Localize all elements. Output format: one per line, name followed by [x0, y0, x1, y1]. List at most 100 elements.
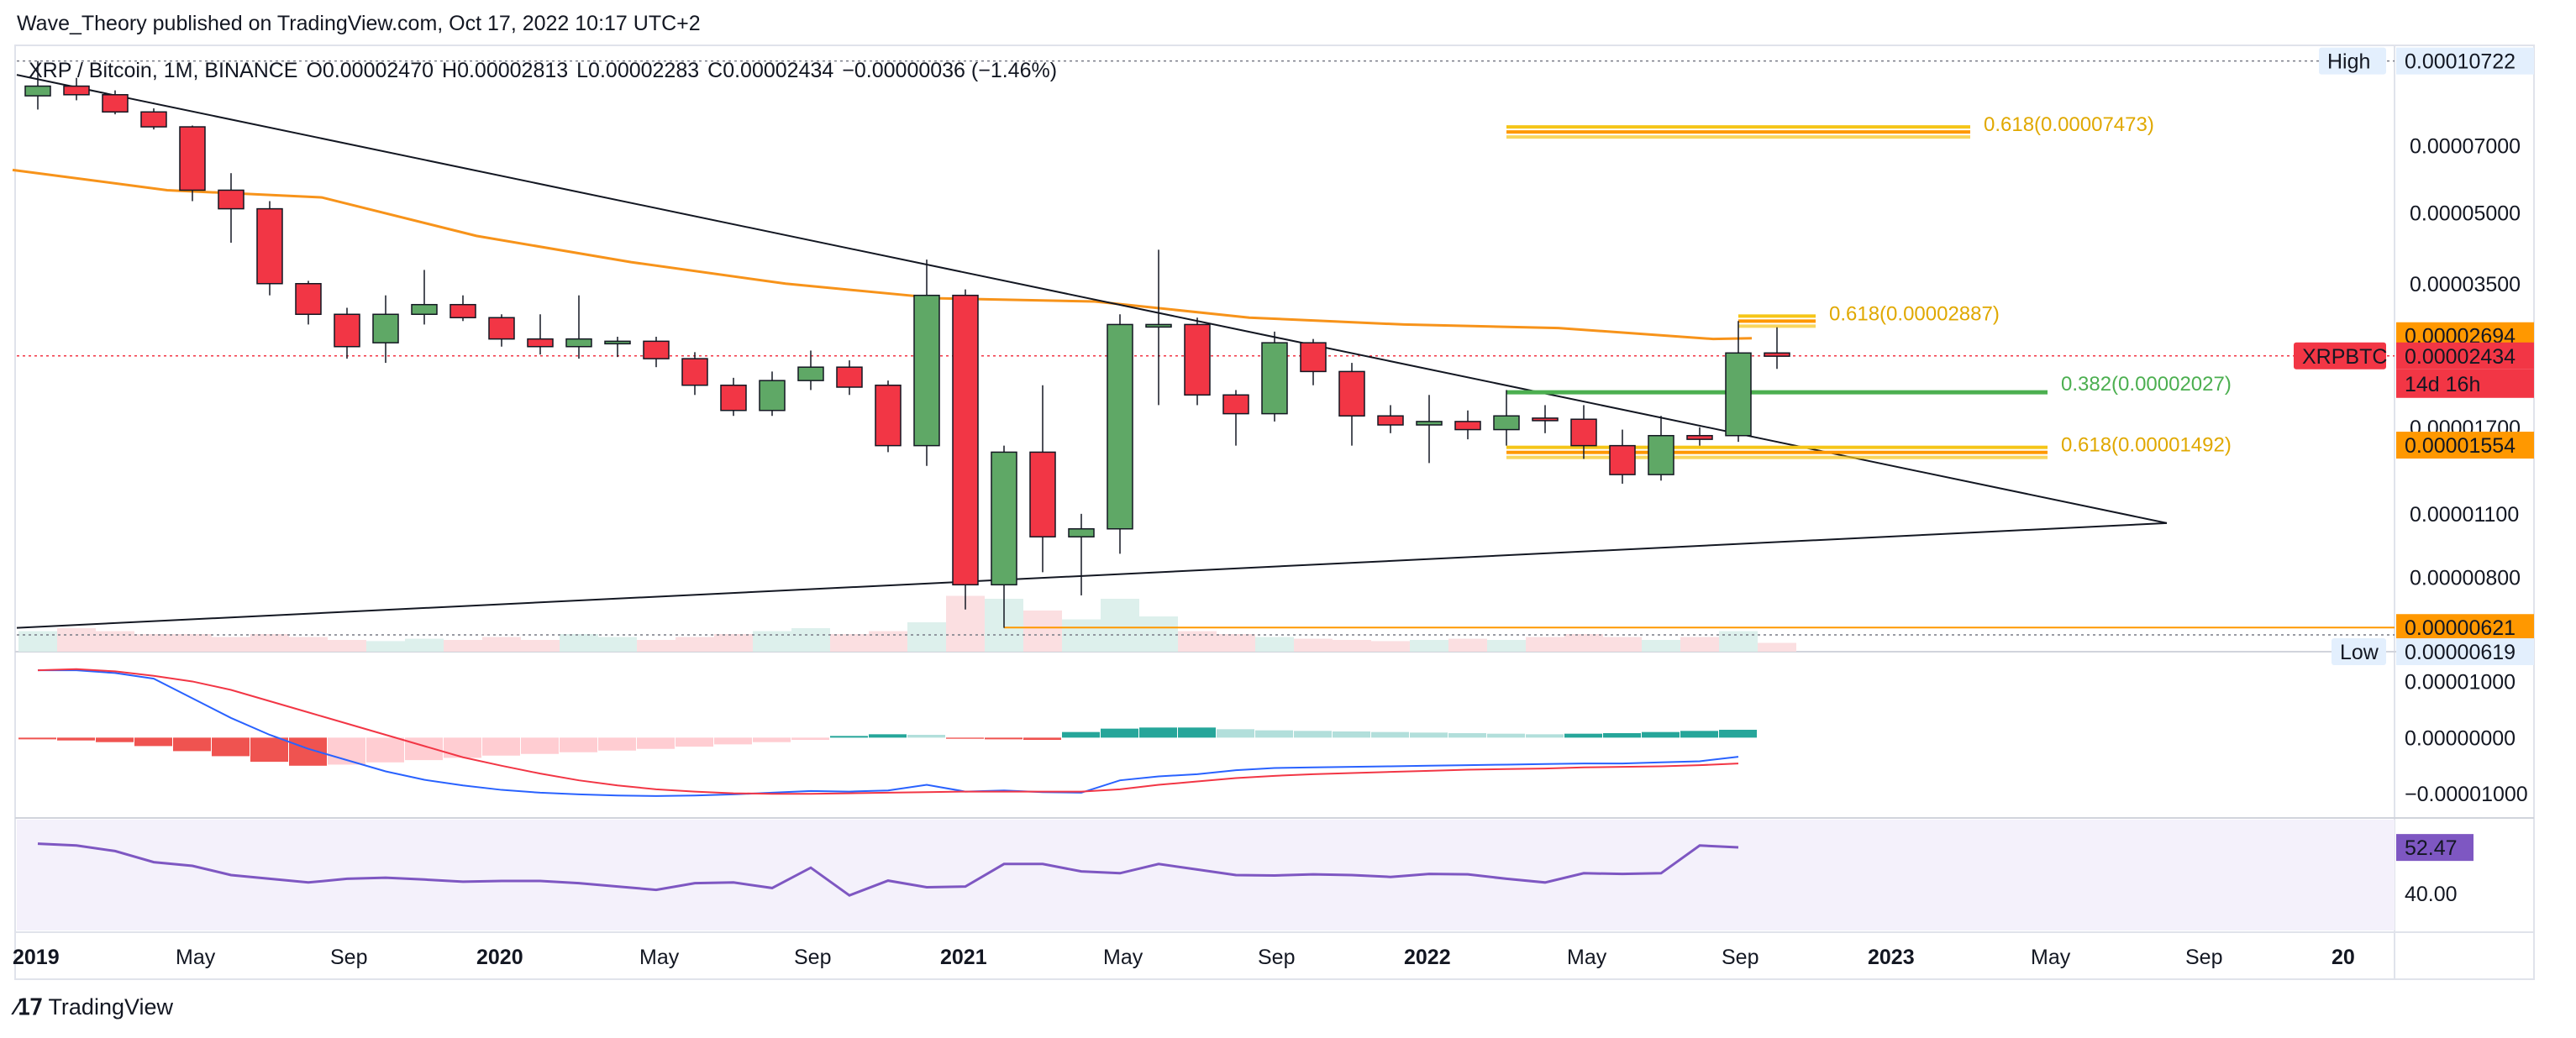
candle-body [1338, 370, 1365, 417]
macd-histogram-bar [791, 737, 829, 741]
time-axis-label: Sep [2185, 946, 2222, 969]
macd-histogram-bar [598, 737, 636, 751]
candle-body [681, 358, 708, 386]
volume-bar [57, 628, 96, 652]
fib-level-line [1738, 319, 1816, 323]
candle-body [1222, 394, 1249, 415]
volume-bar [18, 631, 57, 652]
candle-body [218, 189, 244, 210]
legend-close: C0.00002434 [707, 59, 834, 82]
fib-level-band [1506, 445, 2048, 449]
macd-histogram-bar [1410, 732, 1448, 738]
volume-bar [1526, 637, 1564, 652]
tradingview-logo-icon: ⁄𝟣𝟩 [15, 994, 43, 1020]
volume-bar [173, 634, 212, 652]
volume-bar [753, 631, 791, 652]
candle-body [179, 126, 206, 191]
ohlc-legend: XRP / Bitcoin, 1M, BINANCE O0.00002470 H0.… [29, 59, 1065, 83]
tradingview-logo-text: TradingView [48, 994, 174, 1020]
candle-body [334, 313, 360, 348]
volume-bar [366, 641, 405, 652]
volume-bar [328, 640, 366, 652]
candle-body [1570, 418, 1597, 447]
time-axis-label: May [176, 946, 216, 969]
volume-bar [1178, 631, 1217, 652]
candle-body [1725, 352, 1752, 437]
candle-body [1377, 415, 1404, 426]
candle-body [1493, 415, 1520, 431]
macd-axis-tick: 0.00001000 [2405, 670, 2516, 694]
macd-histogram-bar [1603, 732, 1641, 738]
fib-level-label: 0.618(0.00002887) [1829, 302, 2000, 325]
macd-histogram-bar [1487, 733, 1525, 738]
macd-histogram-bar [96, 737, 134, 742]
rsi-current-box [2396, 834, 2473, 862]
time-axis-label: 2021 [940, 946, 987, 969]
level-price-label: 0.00000621 [2405, 616, 2516, 640]
candle-body [836, 366, 863, 388]
price-axis-tick: 0.00005000 [2410, 202, 2521, 225]
macd-histogram-bar [173, 737, 211, 752]
macd-histogram-bar [289, 737, 327, 766]
time-axis-label: 2022 [1404, 946, 1451, 969]
volume-bar [1294, 638, 1333, 652]
macd-histogram-bar [676, 737, 713, 747]
time-axis-label: Sep [330, 946, 367, 969]
macd-histogram-bar [1217, 729, 1254, 738]
legend-low: L0.00002283 [576, 59, 700, 82]
legend-symbol[interactable]: XRP / Bitcoin, 1M, BINANCE [29, 59, 298, 82]
high-price-label: 0.00010722 [2405, 50, 2516, 74]
macd-histogram-bar [869, 734, 907, 738]
volume-bar [1410, 640, 1448, 652]
macd-histogram-bar [714, 737, 752, 745]
macd-histogram-bar [1255, 730, 1293, 738]
rsi-line [37, 842, 1739, 897]
macd-histogram-bar [637, 737, 675, 749]
time-axis-label: 2020 [476, 946, 523, 969]
level-price-label-box [2396, 432, 2534, 459]
candle-body [449, 303, 476, 318]
macd-histogram-bar [1294, 731, 1332, 738]
label-layer: 0.618(0.00007473) 0.618(0.00002887) 0.382(… [1829, 47, 2534, 862]
time-axis-label: May [1103, 946, 1143, 969]
candle-body [991, 451, 1017, 586]
candle-body [63, 85, 90, 96]
candle-body [372, 313, 399, 343]
macd-histogram-bar [212, 737, 250, 757]
fib-level-label: 0.618(0.00001492) [2061, 434, 2232, 457]
volume-bar [405, 638, 444, 652]
macd-histogram-bar [1564, 733, 1602, 738]
macd-histogram-bar [985, 737, 1023, 740]
legend-open: O0.00002470 [306, 59, 434, 82]
candle-body [140, 111, 167, 128]
volume-bar [791, 628, 830, 652]
macd-histogram-bar [482, 737, 520, 756]
candle-body [797, 366, 824, 381]
time-axis-label: May [1567, 946, 1607, 969]
candle-body [1648, 434, 1674, 475]
macd-signal-line [37, 668, 1739, 795]
candle-body [1764, 352, 1790, 357]
volume-layer [18, 595, 1796, 652]
tradingview-logo[interactable]: ⁄𝟣𝟩 TradingView [15, 994, 173, 1020]
volume-bar [1603, 637, 1642, 652]
chart-frame [14, 45, 2535, 980]
countdown-box [2396, 369, 2534, 398]
candle-body [24, 85, 51, 97]
rsi-current-label: 52.47 [2405, 836, 2458, 860]
macd-histogram-bar [753, 737, 791, 742]
time-axis-label: Sep [794, 946, 831, 969]
candle-body [1029, 451, 1056, 537]
candle-body [527, 338, 554, 348]
macd-histogram-bar [1719, 729, 1757, 738]
price-layer [12, 60, 2395, 636]
candle-body [720, 384, 747, 412]
volume-bar [521, 640, 560, 652]
level-price-label: 0.00001554 [2405, 434, 2516, 458]
last-price-label-box [2396, 342, 2534, 370]
last-tag-box [2294, 342, 2386, 370]
fib-level-band [1738, 314, 1816, 318]
price-axis-tick: 0.00003500 [2410, 273, 2521, 296]
macd-layer [18, 668, 1757, 797]
